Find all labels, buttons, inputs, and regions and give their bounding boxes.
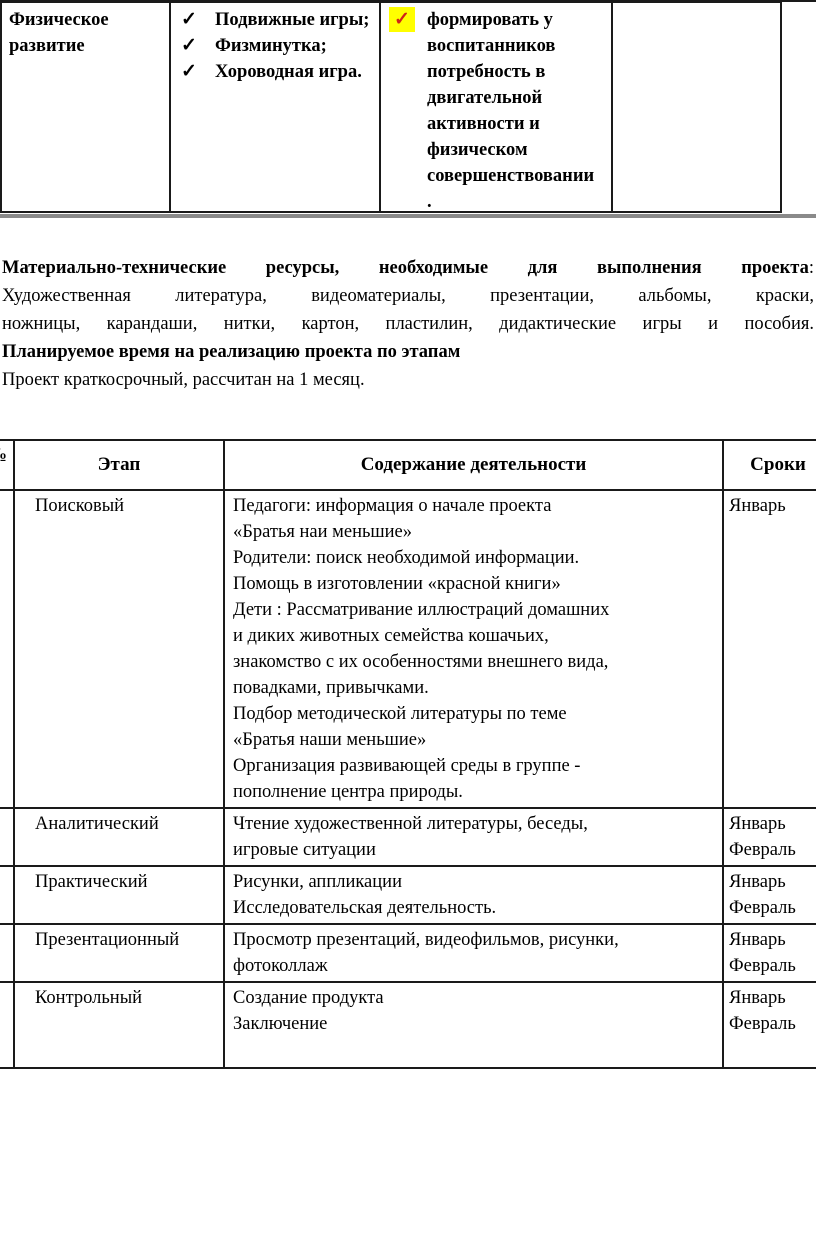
- number-column-header: №: [0, 439, 15, 491]
- stages-header-row: № Этап Содержание деятельности Сроки: [0, 439, 816, 491]
- timeline-body: Проект краткосрочный, рассчитан на 1 мес…: [2, 370, 365, 390]
- row-number-cell: [0, 865, 15, 925]
- stage-terms: Январь Февраль: [722, 807, 816, 867]
- stage-content: Просмотр презентаций, видеофильмов, рису…: [223, 923, 724, 983]
- column-header-stage: Этап: [13, 439, 225, 491]
- activity-label: Подвижные игры;: [215, 10, 370, 30]
- row-number-cell: [0, 981, 15, 1069]
- empty-cell: [613, 3, 780, 211]
- activity-label: Хороводная игра.: [215, 62, 362, 82]
- checkmark-icon: ✓: [181, 35, 197, 56]
- resources-body-line: ножницы, карандаши, нитки, картон, пласт…: [2, 314, 814, 334]
- row-number-cell: [0, 923, 15, 983]
- development-areas-table: Физическое развитие ✓ Подвижные игры; ✓ …: [0, 1, 782, 213]
- stage-terms: Январь: [722, 489, 816, 809]
- column-header-content: Содержание деятельности: [223, 439, 724, 491]
- stage-content: Создание продукта Заключение: [223, 981, 724, 1069]
- stage-terms: Январь Февраль: [722, 923, 816, 983]
- stage-content: Чтение художественной литературы, беседы…: [223, 807, 724, 867]
- row-number-cell: [0, 807, 15, 867]
- activity-item: ✓ Подвижные игры;: [181, 7, 375, 33]
- column-header-terms: Сроки: [722, 439, 816, 491]
- stage-terms: Январь Февраль: [722, 981, 816, 1069]
- stage-terms: Январь Февраль: [722, 865, 816, 925]
- stage-name: Контрольный: [13, 981, 225, 1069]
- table-row: Практический Рисунки, аппликации Исследо…: [0, 865, 816, 925]
- area-label: Физическое развитие: [9, 10, 109, 56]
- checkmark-icon-highlighted: ✓: [389, 7, 415, 32]
- stages-table: № Этап Содержание деятельности Сроки Пои…: [0, 439, 816, 1069]
- resources-body-line: Художественная литература, видеоматериал…: [2, 286, 814, 306]
- goal-item: ✓ формировать у воспитанников потребност…: [389, 7, 607, 211]
- table-row: Презентационный Просмотр презентаций, ви…: [0, 923, 816, 983]
- activity-item: ✓ Хороводная игра.: [181, 59, 375, 85]
- resources-heading-line: Материально-технические ресурсы, необход…: [2, 254, 814, 282]
- table-row: Контрольный Создание продукта Заключение…: [0, 981, 816, 1069]
- timeline-heading: Планируемое время на реализацию проекта …: [2, 342, 461, 362]
- resources-heading-colon: :: [808, 258, 814, 278]
- body-text-block: Материально-технические ресурсы, необход…: [2, 254, 814, 394]
- stage-name: Презентационный: [13, 923, 225, 983]
- table-row: Аналитический Чтение художественной лите…: [0, 807, 816, 867]
- stage-name: Аналитический: [13, 807, 225, 867]
- stage-content: Педагоги: информация о начале проекта «Б…: [223, 489, 724, 809]
- stage-content: Рисунки, аппликации Исследовательская де…: [223, 865, 724, 925]
- stage-name: Практический: [13, 865, 225, 925]
- resources-heading: Материально-технические ресурсы, необход…: [2, 258, 809, 278]
- section-divider-line: [0, 214, 816, 218]
- checkmark-icon: ✓: [181, 61, 197, 82]
- activity-item: ✓ Физминутка;: [181, 33, 375, 59]
- goal-cell: ✓ формировать у воспитанников потребност…: [381, 3, 613, 211]
- stage-name: Поисковый: [13, 489, 225, 809]
- area-cell: Физическое развитие: [2, 3, 171, 211]
- checkmark-icon: ✓: [181, 9, 197, 30]
- activities-cell: ✓ Подвижные игры; ✓ Физминутка; ✓ Хорово…: [171, 3, 381, 211]
- row-number-cell: [0, 489, 15, 809]
- table-row: Поисковый Педагоги: информация о начале …: [0, 489, 816, 809]
- activity-label: Физминутка;: [215, 36, 327, 56]
- goal-text: формировать у воспитанников потребность …: [427, 10, 595, 211]
